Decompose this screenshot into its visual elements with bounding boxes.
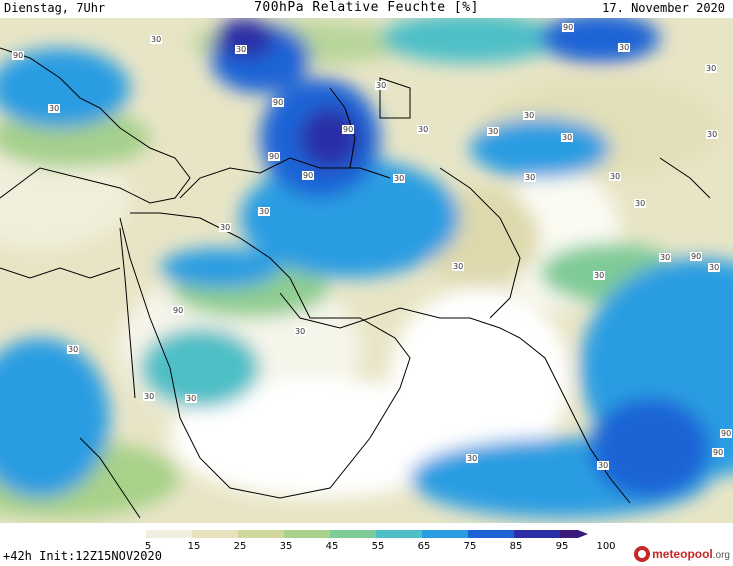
contour-label: 90 [302,171,315,180]
contour-label: 90 [268,152,281,161]
colorbar-segment [238,530,284,538]
contour-label: 30 [452,262,465,271]
contour-label: 30 [185,394,198,403]
colorbar-segment [100,530,146,538]
contour-label: 30 [393,174,406,183]
contour-label: 30 [634,199,647,208]
colorbar-max-arrow [578,530,588,538]
colorbar-segment [468,530,514,538]
contour-label: 30 [597,461,610,470]
contour-label: 30 [659,253,672,262]
contour-label: 30 [609,172,622,181]
colorbar-tick: 45 [325,541,339,552]
contour-label: 30 [561,133,574,142]
forecast-init-label: +42h Init:12Z15NOV2020 [3,549,162,563]
contour-label: 30 [618,43,631,52]
contour-label: 30 [294,327,307,336]
contour-label: 30 [708,263,721,272]
contour-label: 30 [67,345,80,354]
map-title: 700hPa Relative Feuchte [%] [254,0,479,15]
colorbar-segment [146,530,192,538]
contour-label: 90 [720,429,733,438]
colorbar-segment [514,530,560,538]
contour-label: 90 [172,306,185,315]
contour-label: 30 [235,45,248,54]
colorbar-tick: 85 [509,541,523,552]
colorbar-tick: 5 [144,541,152,552]
contour-label: 30 [524,173,537,182]
contour-label: 30 [150,35,163,44]
map-canvas [0,18,733,523]
colorbar-segment [284,530,330,538]
colorbar-segment [330,530,376,538]
colorbar-segment [422,530,468,538]
contour-label: 90 [562,23,575,32]
colorbar-tick: 75 [463,541,477,552]
colorbar [100,530,588,538]
contour-label: 90 [272,98,285,107]
colorbar-segment [376,530,422,538]
colorbar-tick: 35 [279,541,293,552]
colorbar-segment [192,530,238,538]
colorbar-tick: 95 [555,541,569,552]
logo-icon [634,546,651,562]
contour-label: 30 [48,104,61,113]
contour-label: 30 [143,392,156,401]
contour-label: 30 [593,271,606,280]
contour-label: 30 [706,130,719,139]
valid-time-label: Dienstag, 7Uhr [4,1,106,15]
colorbar-tick: 55 [371,541,385,552]
colorbar-tick: 15 [187,541,201,552]
contour-label: 30 [487,127,500,136]
humidity-map: 90 30 90 30 30 90 90 90 30 90 30 30 30 3… [0,18,733,523]
valid-date-label: 17. November 2020 [602,1,725,15]
contour-label: 90 [690,252,703,261]
contour-label: 90 [712,448,725,457]
colorbar-tick: 25 [233,541,247,552]
meteopool-logo[interactable]: meteopool.org [634,544,730,564]
contour-label: 30 [466,454,479,463]
logo-text: meteopool.org [652,547,730,561]
contour-label: 30 [375,81,388,90]
colorbar-segment [560,530,578,538]
contour-label: 30 [417,125,430,134]
contour-label: 90 [342,125,355,134]
contour-label: 30 [219,223,232,232]
colorbar-tick: 65 [417,541,431,552]
contour-label: 30 [523,111,536,120]
contour-label: 30 [258,207,271,216]
colorbar-tick: 100 [596,541,616,552]
contour-label: 30 [705,64,718,73]
contour-label: 90 [12,51,25,60]
